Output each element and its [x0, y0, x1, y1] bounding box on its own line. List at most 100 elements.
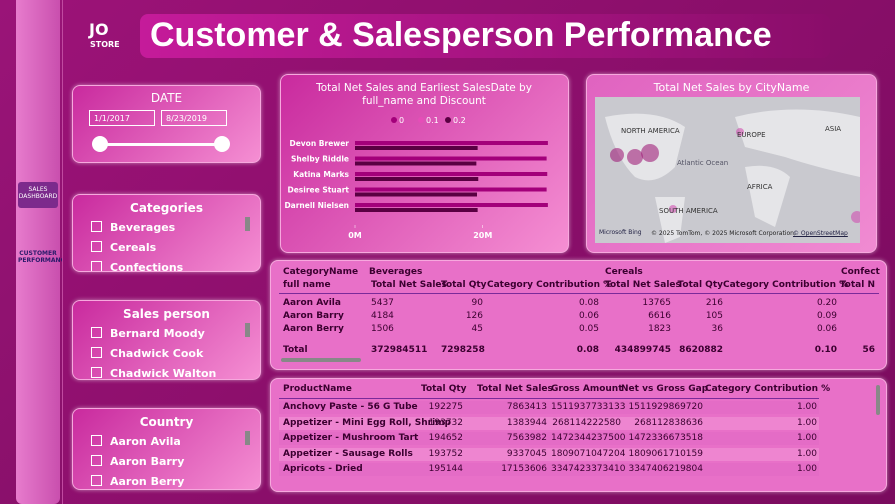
- map-label: Atlantic Ocean: [677, 159, 729, 167]
- table-cell: 216: [705, 298, 723, 308]
- table-cell: 434899745: [614, 345, 671, 355]
- x-tick-label: 20M: [473, 231, 492, 240]
- table-cell: Aaron Avila: [283, 298, 341, 308]
- table-row: [279, 401, 819, 414]
- slicer-item[interactable]: Bernard Moody: [91, 327, 205, 340]
- table-cell: Category Contribution %: [723, 280, 849, 290]
- slicer-title: Country: [139, 415, 194, 429]
- bar: [355, 203, 548, 207]
- slicer-item[interactable]: Aaron Avila: [91, 435, 181, 448]
- table-cell: 1472336673518: [628, 433, 703, 443]
- bar: [355, 187, 547, 192]
- header-rule: [279, 398, 819, 399]
- slicer-item[interactable]: Aaron Berry: [91, 475, 184, 488]
- table-cell: 1.00: [796, 402, 817, 412]
- table-cell: 1809061710159: [628, 448, 703, 459]
- table-cell: 126: [465, 311, 483, 321]
- products-panel: ProductName Total Qty Total Net Sales Gross…: [270, 378, 887, 492]
- bar: [355, 172, 548, 176]
- table-cell: Gross Amount: [551, 384, 623, 394]
- slicer-item[interactable]: Aaron Barry: [91, 455, 184, 468]
- date-end[interactable]: 8/23/2019: [161, 110, 227, 126]
- bubble: [610, 148, 624, 162]
- table-cell: Net vs Gross Gap: [621, 384, 709, 394]
- table-cell: 45: [471, 324, 483, 334]
- v-scrollbar: [876, 385, 880, 415]
- table-cell: 268114222580: [552, 417, 621, 428]
- category-label: Desiree Stuart: [287, 186, 349, 195]
- map-label: ASIA: [825, 125, 842, 133]
- slicer-item[interactable]: Chadwick Cook: [91, 347, 203, 360]
- table-cell: 193752: [428, 448, 463, 459]
- nav-customer[interactable]: CUSTOMER PERFORMANCE: [18, 250, 70, 264]
- table-cell: 3347406219804: [628, 464, 703, 474]
- table-cell: Total Qty: [421, 384, 467, 394]
- land: [655, 197, 685, 243]
- table-cell: Category Contribution %: [487, 280, 613, 290]
- table-cell: Apricots - Dried: [283, 464, 363, 474]
- table-cell: 1511929869720: [628, 402, 703, 412]
- land: [735, 109, 860, 177]
- table-cell: 13765: [642, 298, 671, 308]
- table-cell: 0.08: [578, 298, 599, 308]
- legend-marker: [391, 117, 397, 123]
- table-cell: 9337045: [506, 448, 547, 459]
- map-title: Total Net Sales by CityName: [653, 81, 810, 94]
- chart-title: Total Net Sales and Earliest SalesDate b…: [315, 82, 532, 107]
- table-cell: Total Qty: [441, 280, 487, 290]
- table-cell: Total: [283, 345, 308, 355]
- bar-chart-panel: Total Net Sales and Earliest SalesDate b…: [280, 74, 569, 253]
- legend-label: 0.2: [453, 116, 466, 125]
- table-cell: 0.06: [816, 324, 837, 334]
- bubble: [641, 144, 659, 162]
- table-cell: 1.00: [796, 433, 817, 443]
- table-row: [279, 416, 819, 430]
- header-rule: [279, 293, 879, 294]
- map-osm[interactable]: © OpenStreetMap: [793, 230, 848, 237]
- map-label: SOUTH AMERICA: [659, 207, 718, 215]
- table-cell: 0.05: [578, 324, 599, 334]
- table-row: [279, 447, 819, 461]
- slider-handle[interactable]: [92, 136, 108, 152]
- category-label: Devon Brewer: [289, 139, 349, 148]
- logo: JO: [89, 20, 109, 39]
- table-cell: 56: [862, 345, 875, 355]
- scrollbar: [245, 431, 250, 445]
- slicer-item[interactable]: Chadwick Walton: [91, 367, 216, 379]
- bar: [355, 192, 477, 197]
- table-cell: Appetizer - Sausage Rolls: [283, 448, 413, 459]
- nav-sales[interactable]: SALES DASHBOARD: [18, 182, 58, 208]
- h-scrollbar: [281, 358, 361, 362]
- slicer-item[interactable]: Confections: [91, 261, 183, 271]
- table-cell: Total N: [839, 280, 875, 290]
- table-cell: Total Net Sales: [605, 280, 681, 290]
- legend-label: 0: [399, 116, 404, 125]
- table-cell: Aaron Berry: [283, 324, 344, 334]
- x-tick-label: 0M: [348, 231, 362, 240]
- table-cell: 105: [705, 311, 723, 321]
- table-cell: 193732: [428, 417, 463, 428]
- bubble: [669, 205, 677, 213]
- map-credits: © 2025 TomTom, © 2025 Microsoft Corporat…: [651, 230, 796, 237]
- matrix-panel: CategoryName Beverages Cereals Confect full …: [270, 260, 887, 370]
- bubble: [736, 128, 744, 136]
- date-start[interactable]: 1/1/2017: [89, 110, 155, 126]
- table-cell: 195144: [428, 464, 463, 474]
- table-cell: 192275: [428, 402, 463, 412]
- table-cell: 0.10: [814, 345, 837, 355]
- table-cell: 3347423373410: [551, 464, 626, 474]
- table-cell: Total Net Sales: [477, 384, 553, 394]
- slicer-item[interactable]: Cereals: [91, 241, 156, 254]
- slider-handle[interactable]: [214, 136, 230, 152]
- slicer-item[interactable]: Beverages: [91, 221, 175, 234]
- category-label: Darnell Nielsen: [284, 201, 349, 210]
- table-cell: Total Qty: [677, 280, 723, 290]
- table-cell: 0.20: [816, 298, 837, 308]
- table-cell: 1472344237500: [551, 433, 626, 443]
- table-cell: 268112838636: [634, 417, 703, 428]
- bubble: [851, 211, 860, 223]
- table-cell: Appetizer - Mini Egg Roll, Shrimp: [283, 417, 452, 428]
- scrollbar: [245, 217, 250, 231]
- bubble: [627, 149, 643, 165]
